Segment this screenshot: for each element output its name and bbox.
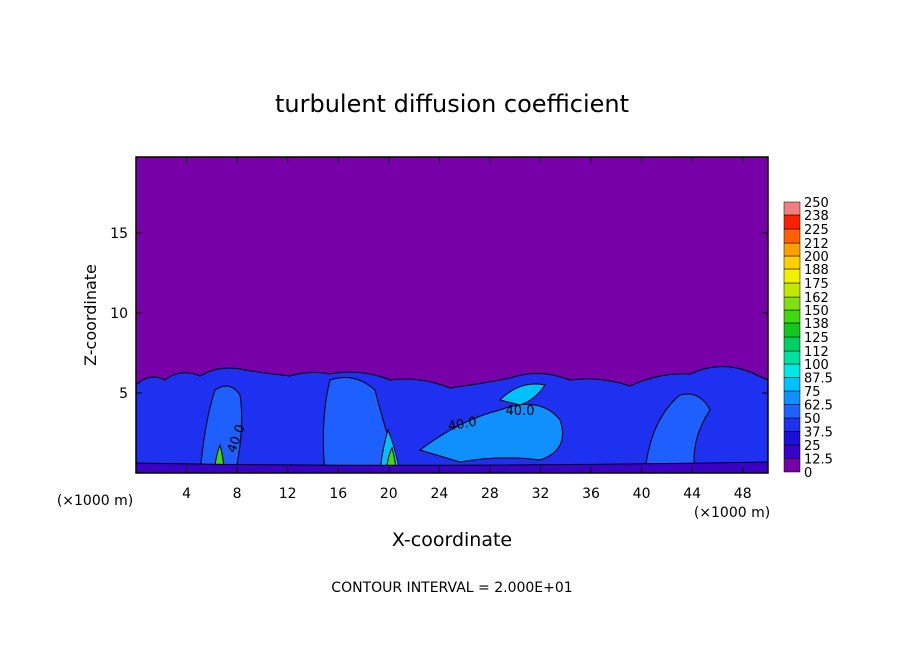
colorbar-swatch (783, 322, 801, 338)
colorbar-label: 100 (804, 358, 829, 373)
colorbar-swatch (783, 228, 801, 244)
colorbar-swatch (783, 336, 801, 352)
colorbar-label: 25 (804, 439, 821, 454)
y-axis-label: Z-coordinate (81, 264, 100, 366)
x-tick-label: 40 (633, 486, 651, 502)
colorbar-swatch (783, 242, 801, 257)
y-tick-label: 15 (110, 226, 128, 242)
colorbar-swatch (783, 282, 801, 298)
x-axis-label: X-coordinate (392, 529, 512, 551)
colorbar-label: 75 (804, 385, 821, 400)
colorbar-swatch (783, 268, 801, 284)
colorbar-label: 12.5 (804, 453, 833, 468)
colorbar-label: 225 (804, 223, 829, 238)
x-tick-label: 28 (481, 486, 499, 502)
x-tick-label: 36 (582, 486, 600, 502)
colorbar-label: 212 (804, 237, 829, 252)
colorbar-label: 37.5 (804, 426, 833, 441)
x-tick-label: 16 (329, 486, 347, 502)
colorbar-label: 50 (804, 412, 821, 427)
plot-frame (135, 156, 769, 474)
colorbar-label: 62.5 (804, 399, 833, 414)
x-unit: (×1000 m) (694, 505, 770, 521)
colorbar-swatch (783, 444, 801, 459)
colorbar-swatch (783, 377, 801, 392)
contour-field (135, 366, 769, 474)
colorbar-swatch (783, 431, 801, 446)
colorbar-swatch (783, 296, 801, 311)
x-tick-label: 20 (380, 486, 398, 502)
colorbar-label: 238 (804, 209, 829, 224)
x-tick-label: 44 (683, 486, 701, 502)
colorbar-swatch (783, 417, 801, 432)
colorbar-swatch (783, 214, 801, 230)
contour-label: 40.0 (447, 415, 478, 435)
colorbar-label: 162 (804, 291, 829, 306)
colorbar-label: 125 (804, 331, 829, 346)
x-tick-label: 48 (734, 486, 752, 502)
colorbar-swatch (783, 458, 801, 473)
chart-title: turbulent diffusion coefficient (275, 90, 629, 118)
x-tick-label: 4 (182, 486, 191, 502)
contour-label: 40.0 (506, 404, 535, 419)
colorbar-swatch (783, 350, 801, 365)
colorbar-swatch (783, 390, 801, 405)
colorbar-label: 200 (804, 250, 829, 265)
colorbar-swatch (783, 404, 801, 419)
y-tick-label: 10 (110, 306, 128, 322)
colorbar-label: 0 (804, 466, 812, 481)
x-tick-label: 24 (430, 486, 448, 502)
x-tick-label: 8 (233, 486, 242, 502)
colorbar-swatch (783, 363, 801, 378)
colorbar-label: 138 (804, 317, 829, 332)
x-tick-label: 32 (532, 486, 550, 502)
colorbar-label: 250 (804, 196, 829, 211)
y-tick-label: 5 (119, 386, 128, 402)
colorbar-label: 87.5 (804, 372, 833, 387)
colorbar-label: 175 (804, 277, 829, 292)
y-unit: (×1000 m) (57, 493, 133, 509)
colorbar-label: 150 (804, 304, 829, 319)
colorbar-swatch (783, 201, 801, 216)
x-tick-label: 12 (279, 486, 297, 502)
colorbar-swatch (783, 255, 801, 270)
footnote: CONTOUR INTERVAL = 2.000E+01 (331, 580, 572, 596)
colorbar-swatch (783, 309, 801, 324)
colorbar-label: 112 (804, 345, 829, 360)
colorbar-label: 188 (804, 263, 829, 278)
